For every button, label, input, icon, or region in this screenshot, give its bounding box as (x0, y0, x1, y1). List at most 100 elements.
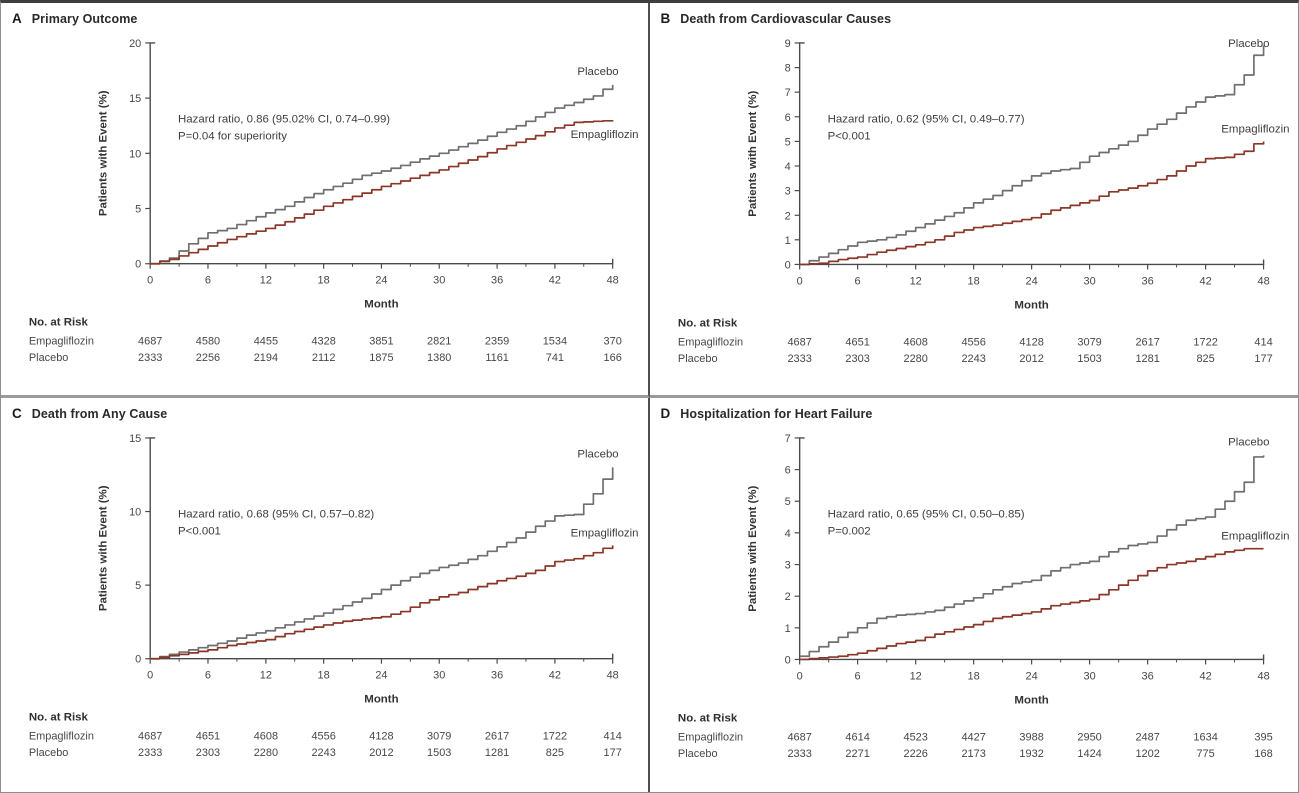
y-axis-title: Patients with Event (%) (746, 90, 758, 216)
x-tick-label: 36 (1141, 670, 1153, 682)
y-tick-label: 2 (784, 591, 790, 603)
km-chart-host: 0 1 2 3 4 5 6 7 8 9 0 6 12 18 24 30 36 42 48 Patients with … (650, 29, 1299, 395)
risk-row-label: Empagliflozin (677, 731, 742, 743)
y-tick-label: 4 (784, 527, 790, 539)
risk-row-label: Empagliflozin (677, 336, 742, 348)
y-tick-label: 10 (129, 506, 141, 518)
risk-value: 1875 (369, 352, 393, 364)
x-tick-label: 6 (205, 669, 211, 681)
y-axis-title: Patients with Event (%) (746, 485, 758, 611)
risk-value: 4687 (787, 731, 811, 743)
risk-row-label: Placebo (677, 353, 717, 365)
risk-value: 2280 (903, 353, 927, 365)
risk-value: 825 (546, 747, 564, 759)
y-tick-label: 3 (784, 559, 790, 571)
km-chart-host: 0 5 10 15 0 6 12 18 24 30 36 42 48 Patients with Even… (1, 424, 648, 792)
risk-value: 1932 (1019, 748, 1043, 760)
panel-letter: A (12, 11, 22, 26)
risk-value: 2194 (254, 352, 278, 364)
panel-title: Death from Cardiovascular Causes (680, 12, 892, 26)
y-tick-label: 5 (784, 136, 790, 148)
hazard-ratio-text: Hazard ratio, 0.62 (95% CI, 0.49–0.77) (827, 114, 1024, 126)
series-line-placebo (150, 466, 614, 660)
x-tick-label: 30 (433, 669, 445, 681)
risk-value: 1503 (427, 747, 451, 759)
y-tick-label: 3 (784, 186, 790, 198)
x-axis-title: Month (1014, 694, 1048, 706)
risk-value: 1534 (543, 335, 567, 347)
x-tick-label: 0 (796, 275, 802, 287)
risk-value: 4687 (138, 335, 162, 347)
risk-value: 4608 (254, 730, 278, 742)
risk-value: 414 (1254, 336, 1272, 348)
y-tick-label: 20 (129, 38, 141, 50)
risk-value: 4328 (311, 335, 335, 347)
p-value-text: P<0.001 (827, 131, 870, 143)
y-tick-label: 0 (135, 259, 141, 271)
x-tick-label: 24 (375, 275, 387, 287)
risk-value: 2243 (961, 353, 985, 365)
empagliflozin-line-label: Empagliflozin (571, 129, 639, 141)
empagliflozin-line-label: Empagliflozin (1221, 123, 1289, 135)
risk-value: 3988 (1019, 731, 1043, 743)
x-tick-label: 12 (909, 670, 921, 682)
risk-row-label: Empagliflozin (29, 335, 94, 347)
x-tick-label: 18 (967, 670, 979, 682)
risk-value: 2271 (845, 748, 869, 760)
risk-value: 2226 (903, 748, 927, 760)
x-tick-label: 0 (147, 275, 153, 287)
risk-value: 2333 (787, 748, 811, 760)
y-tick-label: 2 (784, 210, 790, 222)
risk-value: 2256 (196, 352, 220, 364)
x-tick-label: 36 (491, 275, 503, 287)
series-line-empagliflozin (150, 544, 614, 660)
risk-value: 4651 (196, 730, 220, 742)
p-value-text: P=0.04 for superiority (178, 130, 287, 142)
risk-row-label: Placebo (29, 747, 69, 759)
axes (798, 436, 1264, 660)
risk-value: 1634 (1193, 731, 1217, 743)
risk-value: 2303 (196, 747, 220, 759)
y-tick-label: 4 (784, 161, 790, 173)
panel-letter: C (12, 405, 22, 421)
risk-value: 2112 (312, 352, 336, 364)
km-chart-c: 0 5 10 15 0 6 12 18 24 30 36 42 48 Patients with Even… (29, 432, 639, 759)
risk-value: 4128 (369, 730, 393, 742)
placebo-line-label: Placebo (1228, 436, 1269, 448)
panel-title-row: A Primary Outcome (1, 3, 648, 29)
y-tick-label: 7 (784, 432, 790, 444)
risk-value: 2243 (311, 747, 335, 759)
placebo-line-label: Placebo (1228, 38, 1269, 50)
y-tick-label: 10 (129, 148, 141, 160)
km-chart-host: 0 1 2 3 4 5 6 7 0 6 12 18 24 30 36 42 48 Patients with Ev… (650, 424, 1299, 793)
risk-value: 4455 (254, 335, 278, 347)
y-tick-label: 5 (784, 496, 790, 508)
panel-title: Primary Outcome (31, 12, 138, 26)
risk-value: 4614 (845, 731, 869, 743)
risk-value: 1424 (1077, 748, 1101, 760)
risk-value: 177 (1254, 353, 1272, 365)
x-tick-label: 30 (1083, 670, 1095, 682)
hazard-ratio-text: Hazard ratio, 0.65 (95% CI, 0.50–0.85) (827, 508, 1024, 520)
y-tick-label: 15 (129, 432, 141, 444)
risk-table-header: No. at Risk (677, 712, 737, 724)
x-tick-label: 24 (1025, 275, 1037, 287)
risk-value: 3079 (427, 730, 451, 742)
risk-value: 2487 (1135, 731, 1159, 743)
p-value-text: P=0.002 (827, 525, 870, 537)
empagliflozin-line-label: Empagliflozin (571, 527, 639, 539)
risk-value: 3079 (1077, 336, 1101, 348)
risk-value: 2303 (845, 353, 869, 365)
risk-value: 370 (604, 335, 622, 347)
risk-value: 2617 (485, 730, 509, 742)
y-tick-label: 6 (784, 112, 790, 124)
x-tick-label: 12 (260, 275, 272, 287)
x-tick-label: 24 (1025, 670, 1037, 682)
x-tick-label: 48 (1257, 275, 1269, 287)
hazard-ratio-text: Hazard ratio, 0.86 (95.02% CI, 0.74–0.99… (178, 113, 390, 125)
km-chart-a: 0 5 10 15 20 0 6 12 18 24 30 36 42 48 Patients with Ev… (29, 38, 639, 364)
risk-row-label: Placebo (677, 748, 717, 760)
risk-value: 168 (1254, 748, 1272, 760)
